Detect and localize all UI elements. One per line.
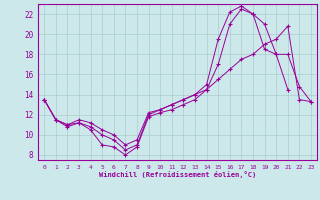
X-axis label: Windchill (Refroidissement éolien,°C): Windchill (Refroidissement éolien,°C) [99, 171, 256, 178]
